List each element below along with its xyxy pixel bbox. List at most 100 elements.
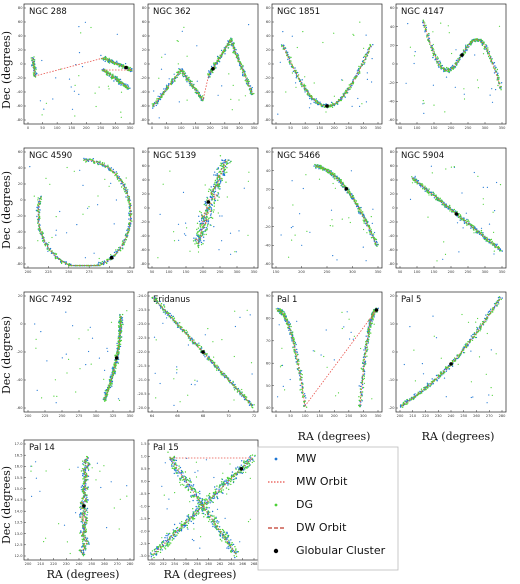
mw-particle (289, 333, 291, 336)
mw-particle (224, 53, 226, 55)
mw-particle (234, 325, 236, 328)
x-tick-label: 200 (207, 126, 215, 130)
dg-particle (231, 38, 233, 40)
mw-particle (43, 241, 45, 243)
mw-particle (422, 21, 424, 24)
dg-particle (325, 169, 328, 171)
dg-particle (370, 216, 372, 218)
y-tick-label: -20 (265, 76, 272, 80)
dg-particle (160, 303, 163, 305)
dg-particle (291, 63, 293, 65)
mw-particle (470, 227, 472, 229)
dg-particle (232, 380, 234, 383)
dg-particle (204, 184, 206, 186)
mw-particle (195, 89, 198, 92)
mw-particle (441, 64, 443, 67)
dg-particle (116, 176, 118, 179)
mw-particle (190, 383, 192, 385)
mw-particle (245, 83, 248, 85)
y-tick-label: 40 (18, 34, 23, 38)
dg-particle (450, 166, 452, 168)
dg-particle (297, 74, 300, 76)
panel-title: Pal 1 (277, 295, 297, 305)
mw-particle (414, 175, 416, 177)
mw-particle (198, 215, 200, 217)
dg-particle (113, 362, 116, 364)
dg-particle (214, 62, 216, 64)
dg-particle (233, 389, 236, 391)
dg-particle (491, 241, 493, 243)
x-tick-label: 200 (200, 270, 208, 274)
x-tick-label: 350 (127, 414, 135, 418)
dg-particle (199, 238, 201, 240)
dg-particle (467, 219, 469, 221)
x-tick-label: 325 (127, 270, 134, 274)
y-tick-label: -23.0 (137, 322, 147, 326)
dg-particle (187, 77, 189, 79)
y-tick-label: -40 (265, 244, 272, 248)
mw-particle (121, 317, 124, 319)
mw-particle (81, 66, 84, 68)
dg-particle (199, 210, 201, 213)
dg-particle (207, 218, 209, 220)
dg-particle (345, 185, 347, 187)
mw-particle (102, 261, 105, 264)
mw-particle (154, 296, 156, 299)
dg-particle (211, 360, 214, 362)
dg-particle (495, 70, 497, 72)
mw-particle (155, 104, 157, 107)
mw-particle (71, 108, 74, 110)
dg-particle (423, 20, 425, 23)
dg-particle (158, 77, 160, 79)
dg-particle (209, 205, 211, 208)
mw-particle (458, 251, 460, 253)
mw-particle (68, 78, 71, 80)
mw-particle (98, 261, 100, 264)
mw-particle (61, 357, 63, 359)
mw-particle (127, 85, 130, 87)
mw-particle (360, 206, 362, 209)
mw-particle (37, 201, 40, 203)
dg-particle (226, 44, 228, 46)
mw-particle (115, 251, 117, 253)
mw-particle (38, 218, 40, 221)
dg-particle (442, 204, 444, 206)
dg-particle (124, 183, 126, 185)
mw-particle (124, 188, 127, 190)
dg-particle (368, 47, 370, 50)
dg-particle (481, 40, 484, 42)
mw-particle (224, 165, 227, 168)
mw-particle (425, 26, 427, 29)
dg-particle (78, 338, 80, 340)
x-tick-label: 225 (45, 270, 52, 274)
mw-particle (211, 203, 213, 206)
dg-particle (498, 25, 501, 27)
dg-particle (39, 232, 41, 234)
mw-particle (183, 233, 186, 235)
mw-particle (302, 187, 304, 190)
dg-particle (226, 171, 228, 173)
y-tick-label: 20 (18, 182, 23, 186)
dg-particle (455, 61, 457, 64)
dg-particle (332, 172, 334, 174)
mw-particle (46, 360, 48, 362)
dg-particle (118, 330, 120, 332)
mw-particle (118, 83, 120, 85)
dg-particle (118, 319, 121, 321)
x-tick-label: 150 (183, 270, 191, 274)
mw-particle (294, 67, 296, 69)
dg-particle (127, 200, 129, 202)
dg-particle (181, 72, 184, 75)
dg-particle (239, 391, 241, 394)
dg-particle (343, 93, 345, 95)
dg-particle (103, 396, 105, 399)
mw-particle (210, 207, 212, 209)
dg-particle (213, 205, 215, 207)
dg-particle (34, 71, 36, 73)
dg-particle (156, 98, 158, 100)
dg-particle (222, 374, 224, 377)
panel-frame (395, 147, 507, 269)
y-tick-label: -60 (17, 104, 24, 108)
dg-particle (466, 220, 468, 223)
dg-particle (343, 95, 346, 97)
